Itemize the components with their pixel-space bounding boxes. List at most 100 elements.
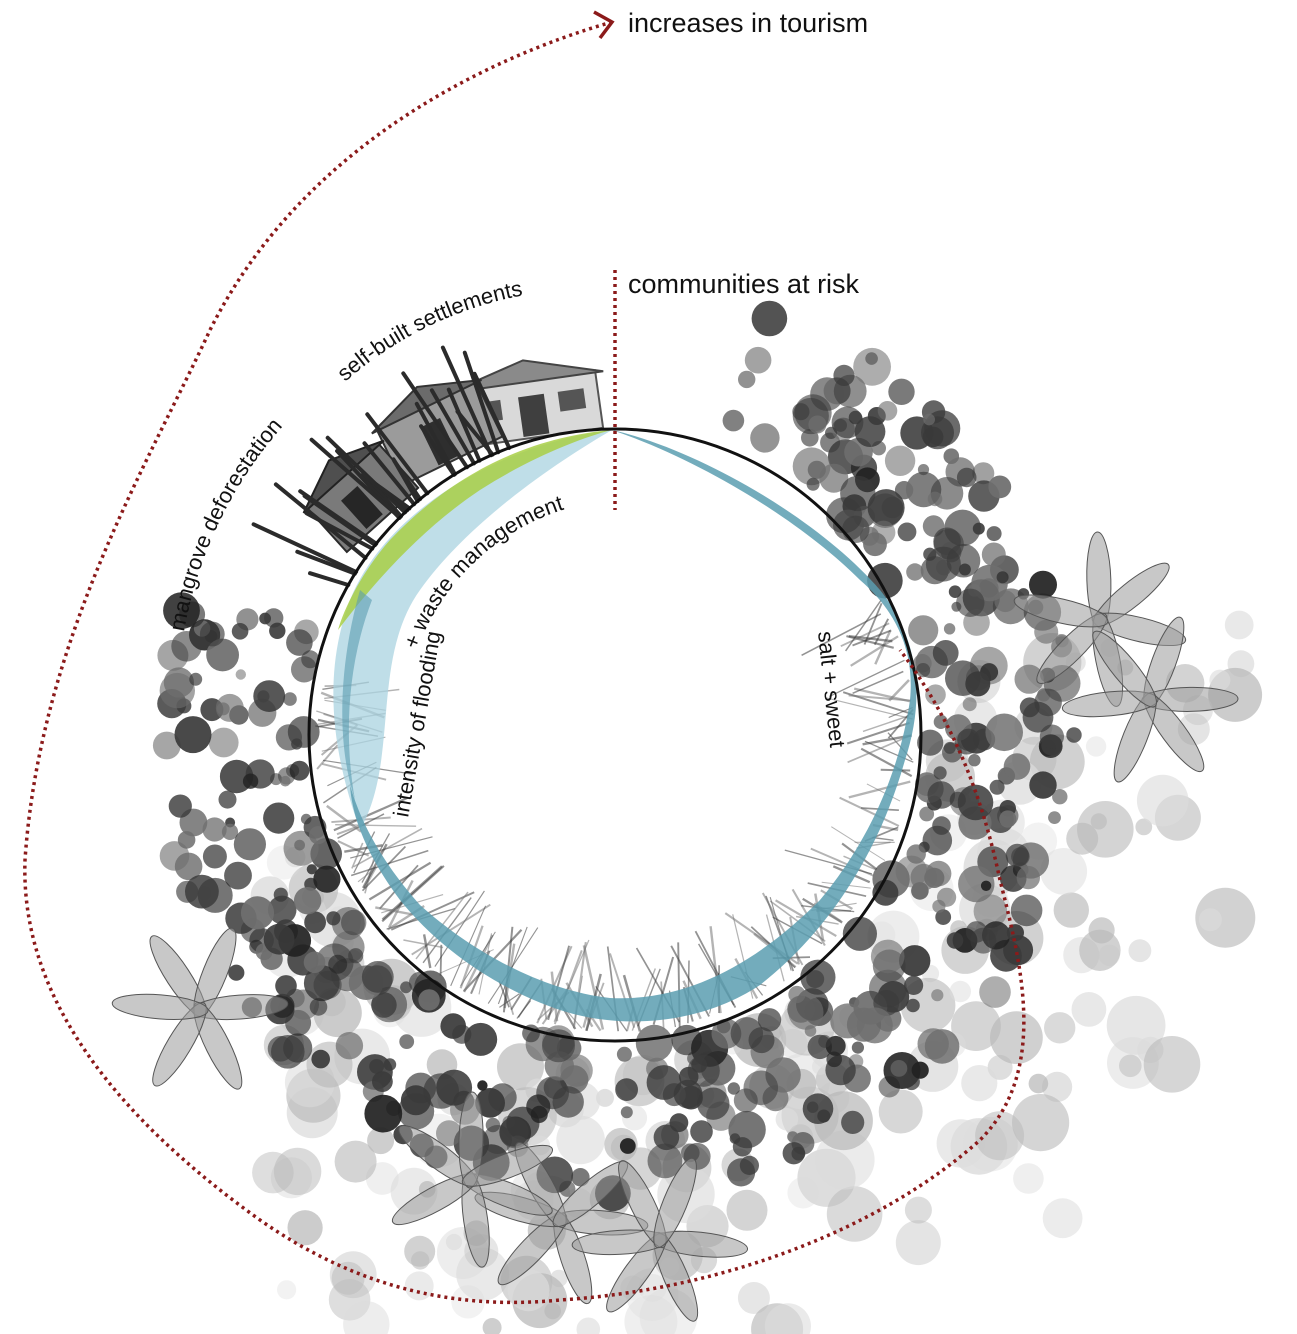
- dark-tree-blob: [906, 998, 920, 1013]
- dark-tree-blob: [922, 426, 944, 448]
- dark-tree-blob: [646, 1065, 682, 1100]
- dark-tree-blob: [303, 951, 326, 974]
- reed-stroke: [847, 734, 912, 764]
- dark-tree-blob: [311, 1049, 331, 1069]
- dark-tree-blob: [867, 489, 905, 527]
- dark-tree-blob: [1029, 570, 1057, 599]
- dark-tree-blob: [806, 477, 820, 491]
- reed-stroke: [844, 599, 882, 652]
- dark-tree-blob: [418, 989, 440, 1011]
- dark-tree-blob: [423, 1073, 460, 1109]
- dark-tree-blob: [400, 981, 412, 994]
- dark-tree-blob: [935, 909, 952, 925]
- pale-tree-blob: [951, 1001, 1001, 1051]
- label-communities-at-risk: communities at risk: [628, 269, 860, 299]
- dark-tree-blob: [208, 727, 239, 758]
- palm-icon: [1061, 616, 1239, 783]
- pale-tree-blob: [1143, 1036, 1201, 1093]
- dark-tree-blob: [1029, 771, 1057, 799]
- pale-tree-blob: [895, 1220, 941, 1266]
- mangrove-stump: [391, 457, 420, 504]
- pale-tree-blob: [331, 1261, 365, 1295]
- dark-tree-blob: [750, 423, 780, 453]
- dark-tree-blob: [179, 601, 206, 628]
- dark-tree-blob: [240, 896, 275, 930]
- pale-tree-blob: [334, 1140, 377, 1183]
- dark-tree-blob: [400, 1085, 431, 1116]
- pale-tree-blob: [1040, 848, 1088, 895]
- mangrove-stump: [446, 387, 482, 463]
- reed-stroke: [839, 796, 900, 827]
- reed-stroke: [852, 670, 904, 694]
- chevron-right-icon: [593, 10, 615, 40]
- dark-tree-blob: [841, 1110, 865, 1134]
- pale-tree-blob: [1042, 1198, 1083, 1239]
- dark-tree-blob: [911, 1061, 929, 1079]
- dark-tree-blob: [917, 729, 944, 756]
- dark-tree-blob: [369, 1059, 384, 1074]
- pale-tree-blob: [975, 1111, 1025, 1161]
- dark-tree-blob: [371, 986, 408, 1023]
- mangrove-stump: [309, 437, 402, 520]
- pale-tree-blob: [1085, 736, 1107, 757]
- dark-tree-blob: [286, 629, 313, 656]
- dark-tree-blob: [949, 791, 966, 809]
- dark-tree-blob: [730, 1017, 763, 1050]
- dark-tree-blob: [904, 975, 924, 996]
- dark-tree-blob: [399, 1034, 415, 1049]
- dark-tree-blob: [916, 663, 931, 678]
- dark-tree-blob: [743, 1070, 779, 1106]
- pale-tree-blob: [1028, 1073, 1049, 1094]
- dark-tree-blob: [888, 378, 915, 405]
- pale-tree-blob: [1227, 650, 1255, 678]
- settlement-houses: [251, 345, 605, 587]
- dark-tree-blob: [1016, 865, 1040, 890]
- dark-tree-blob: [927, 491, 943, 507]
- pale-tree-blob: [550, 1269, 568, 1288]
- dark-tree-blob: [464, 1022, 498, 1056]
- dark-tree-blob: [980, 880, 992, 891]
- reed-stroke: [829, 659, 905, 697]
- dark-tree-blob: [177, 831, 196, 849]
- palm-icon: [391, 1091, 553, 1268]
- pale-tree-blob: [1013, 1163, 1044, 1194]
- mangrove-stump: [472, 371, 512, 450]
- dark-tree-blob: [872, 879, 899, 906]
- mangrove-stump: [360, 472, 412, 511]
- dark-tree-blob: [335, 1032, 364, 1060]
- dark-tree-blob: [999, 810, 1017, 828]
- pale-tree-blob: [1071, 992, 1107, 1027]
- pale-tree-blob: [287, 1210, 323, 1246]
- dark-tree-blob: [908, 615, 939, 646]
- dark-tree-blob: [635, 1024, 673, 1062]
- dark-tree-blob: [235, 669, 246, 680]
- dark-tree-blob: [231, 623, 249, 640]
- dark-tree-blob: [985, 713, 1023, 752]
- pale-tree-blob: [1012, 1094, 1070, 1152]
- dark-tree-blob: [1039, 724, 1064, 749]
- dark-tree-blob: [751, 300, 788, 337]
- dark-tree-blob: [787, 1131, 799, 1143]
- dark-tree-blob: [263, 802, 295, 834]
- dark-tree-blob: [818, 1034, 832, 1048]
- dark-tree-blob: [727, 1082, 740, 1095]
- dark-tree-blob: [163, 667, 194, 698]
- dark-tree-blob: [253, 680, 286, 712]
- house-icon: [302, 439, 420, 554]
- reed-stroke: [362, 843, 388, 889]
- dark-tree-blob: [956, 588, 985, 617]
- pale-tree-blob: [576, 1317, 601, 1334]
- flow-bands: [333, 430, 917, 1022]
- dark-tree-blob: [647, 1143, 683, 1179]
- water-band-left-arc: [342, 590, 372, 800]
- pale-tree-blob: [343, 1301, 390, 1334]
- dark-tree-blob: [228, 964, 245, 981]
- dark-tree-blob: [744, 346, 772, 374]
- reed-stroke: [335, 824, 417, 827]
- pale-tree-blob: [273, 1147, 322, 1196]
- dark-tree-blob: [673, 1079, 703, 1109]
- dark-tree-blob: [185, 874, 219, 909]
- pale-tree-blob: [1209, 669, 1231, 691]
- pale-tree-blob: [1079, 929, 1121, 971]
- dark-tree-blob: [932, 816, 951, 835]
